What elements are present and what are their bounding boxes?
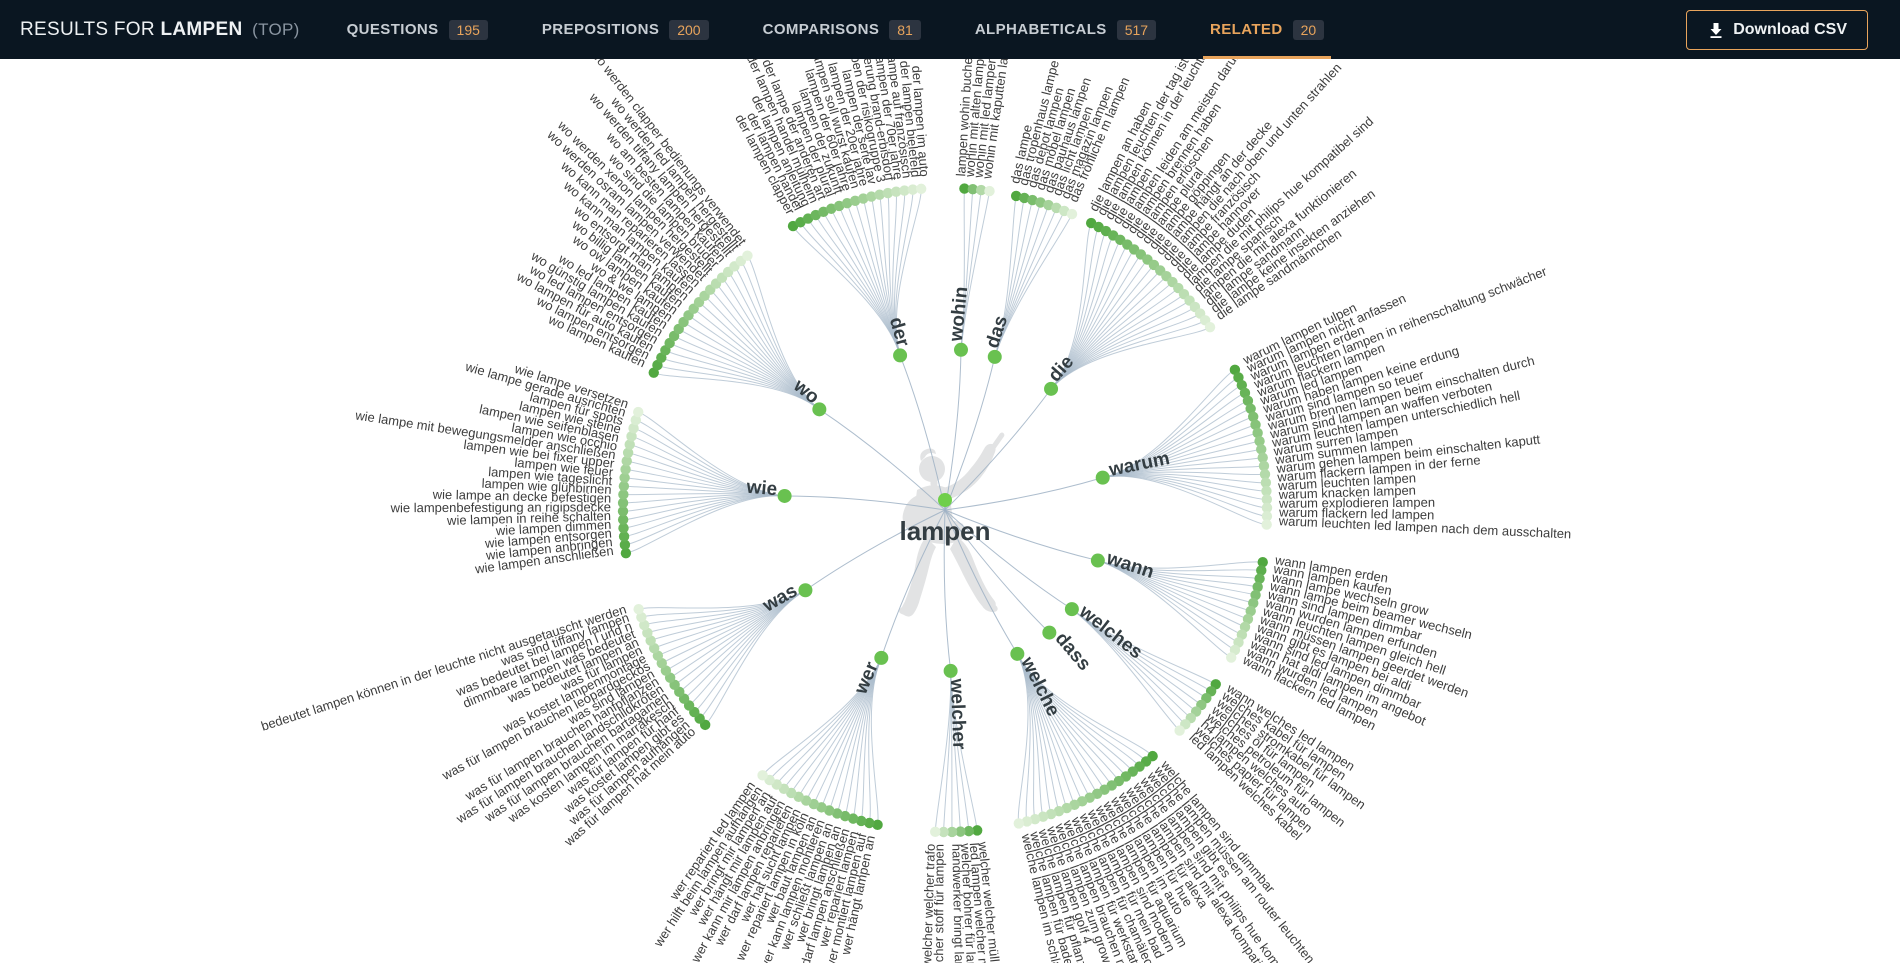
svg-text:wie: wie [745,477,778,501]
svg-text:das: das [982,313,1012,351]
svg-text:der: der [885,315,914,350]
svg-text:welche: welche [1016,653,1064,720]
svg-text:wann: wann [1103,548,1157,584]
svg-text:welcher: welcher [946,677,970,750]
svg-text:lampen: lampen [899,516,990,546]
svg-text:dass: dass [1051,628,1095,675]
svg-text:wohin: wohin [946,286,972,344]
svg-text:handwerker bringt lampen an: handwerker bringt lampen an [949,844,968,963]
